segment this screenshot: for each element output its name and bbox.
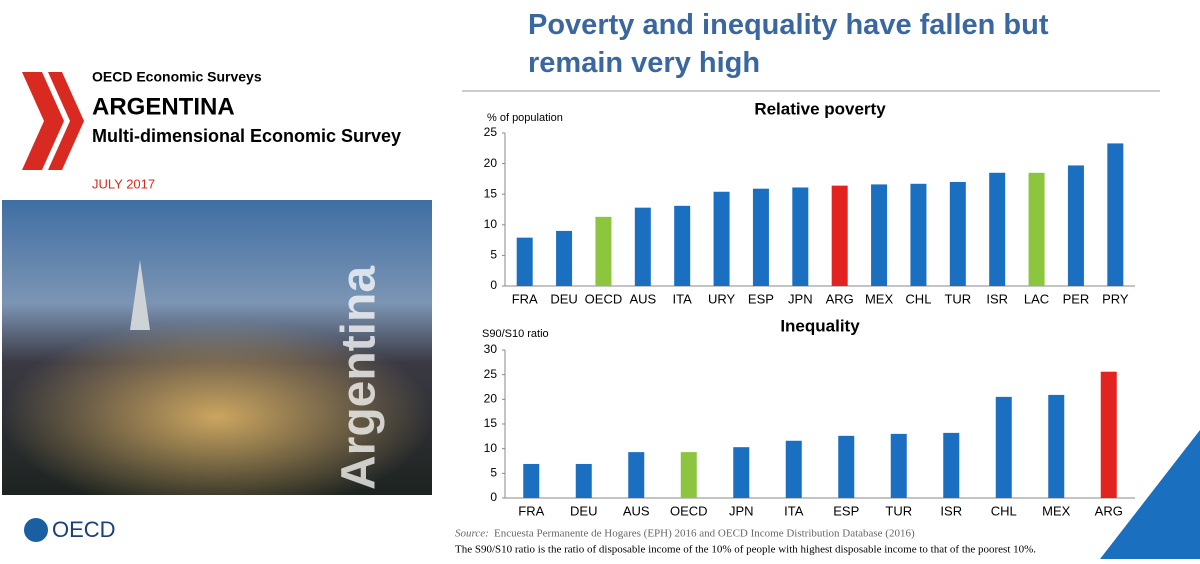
bar (785, 440, 802, 498)
x-tick-label: ISR (986, 291, 1008, 306)
y-tick-label: 25 (484, 125, 498, 139)
source-text: Encuesta Permanente de Hogares (EPH) 201… (494, 528, 915, 540)
bar (910, 183, 927, 286)
x-tick-label: DEU (550, 291, 577, 306)
cover-country: ARGENTINA (92, 93, 235, 120)
x-tick-label: AUS (629, 291, 656, 306)
obelisk (130, 260, 150, 330)
x-tick-label: URY (708, 291, 736, 306)
x-tick-label: TUR (885, 503, 912, 518)
y-tick-label: 20 (484, 156, 498, 170)
x-tick-label: TUR (944, 291, 971, 306)
note: The S90/S10 ratio is the ratio of dispos… (455, 544, 1036, 556)
x-tick-label: OECD (585, 291, 623, 306)
x-tick-label: ISR (940, 503, 962, 518)
corner-decoration (1100, 430, 1200, 559)
x-tick-label: MEX (1042, 503, 1071, 518)
bar (595, 216, 612, 286)
y-axis-label: S90/S10 ratio (482, 328, 549, 340)
x-tick-label: ITA (784, 503, 804, 518)
cover-date: JULY 2017 (92, 176, 155, 191)
bar (890, 433, 907, 498)
bar (556, 230, 573, 286)
chart-title: Relative poverty (754, 99, 886, 118)
bar (943, 432, 960, 498)
bar (1067, 165, 1084, 286)
slide-title: Poverty and inequality have fallen but r… (528, 9, 1049, 79)
bar (680, 452, 697, 498)
cover-photo-lights (2, 300, 432, 495)
x-tick-label: OECD (670, 503, 708, 518)
x-tick-label: ESP (833, 503, 859, 518)
x-tick-label: DEU (570, 503, 597, 518)
y-tick-label: 15 (484, 416, 498, 430)
x-tick-label: LAC (1024, 291, 1049, 306)
bar (1028, 172, 1045, 286)
oecd-logo: OECD (52, 517, 116, 542)
bar (1107, 143, 1124, 286)
bar (713, 191, 730, 286)
x-tick-label: FRA (512, 291, 538, 306)
bar (674, 205, 691, 286)
x-tick-label: AUS (623, 503, 650, 518)
x-tick-label: FRA (518, 503, 544, 518)
source-label: Source: (455, 528, 489, 540)
bar (523, 463, 540, 498)
chart-title: Inequality (780, 316, 860, 335)
logo-chevron (22, 72, 64, 170)
bar (733, 447, 750, 498)
y-axis-label: % of population (487, 112, 563, 124)
cover-subtitle: Multi-dimensional Economic Survey (92, 126, 401, 146)
y-tick-label: 0 (490, 278, 497, 292)
bar (871, 184, 888, 286)
y-tick-label: 25 (484, 367, 498, 381)
bar (1100, 371, 1117, 498)
y-tick-label: 0 (490, 490, 497, 504)
x-tick-label: JPN (788, 291, 813, 306)
bar (792, 187, 809, 286)
x-tick-label: ARG (1095, 503, 1123, 518)
x-tick-label: ARG (826, 291, 854, 306)
bar (634, 207, 651, 286)
x-tick-label: ITA (673, 291, 693, 306)
bar (989, 172, 1006, 286)
y-tick-label: 10 (484, 217, 498, 231)
cover-spine: Argentina (333, 266, 386, 490)
y-tick-label: 10 (484, 441, 498, 455)
y-tick-label: 20 (484, 392, 498, 406)
y-tick-label: 5 (490, 248, 497, 262)
bar (752, 188, 769, 286)
x-tick-label: PER (1063, 291, 1090, 306)
x-tick-label: MEX (865, 291, 894, 306)
x-tick-label: PRY (1102, 291, 1129, 306)
bar (995, 396, 1012, 498)
logo-chevron (48, 72, 84, 170)
bar (831, 185, 848, 286)
cover-series: OECD Economic Surveys (92, 69, 262, 85)
y-tick-label: 30 (484, 342, 498, 356)
bar (1048, 394, 1065, 498)
bar (838, 435, 855, 498)
y-tick-label: 15 (484, 186, 498, 200)
x-tick-label: CHL (905, 291, 931, 306)
x-tick-label: ESP (748, 291, 774, 306)
x-tick-label: CHL (991, 503, 1017, 518)
bar (575, 463, 592, 498)
x-tick-label: JPN (729, 503, 754, 518)
bar (516, 237, 533, 286)
title-box: Poverty and inequality have fallen but r… (528, 9, 1049, 79)
bar (628, 452, 645, 498)
bar (949, 181, 966, 286)
oecd-globe (24, 518, 48, 542)
y-tick-label: 5 (490, 466, 497, 480)
